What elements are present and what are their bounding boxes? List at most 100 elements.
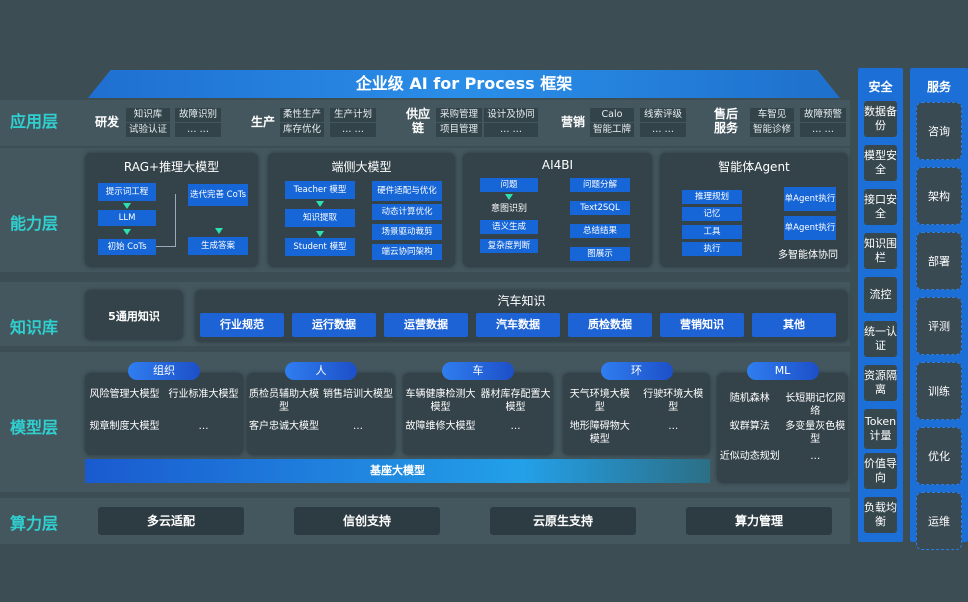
security-item: 资源隔离	[864, 365, 897, 401]
model-item: 蚁群算法	[729, 421, 770, 432]
compute-item: 云原生支持	[490, 507, 636, 535]
bi-summary: 总结结果	[570, 224, 630, 238]
app-item: 智能诊修	[750, 123, 794, 137]
service-item: 部署	[916, 232, 962, 290]
security-item: 知识围栏	[864, 233, 897, 269]
security-item: 模型安全	[864, 145, 897, 181]
app-item: 知识库	[126, 108, 170, 122]
bi-decompose: 问题分解	[570, 178, 630, 192]
layer-label-knowledge: 知识库	[10, 318, 59, 337]
arrow-down-icon	[123, 229, 131, 235]
model-item: …	[810, 451, 821, 462]
service-item: 咨询	[916, 102, 962, 160]
app-item: 故障识别	[175, 108, 221, 122]
app-item: 库存优化	[280, 123, 324, 137]
model-item: 地形障碍物大模型	[569, 421, 630, 445]
layer-label-model: 模型层	[10, 418, 59, 437]
services-title: 服务	[926, 80, 951, 94]
app-item: 智能工牌	[590, 123, 634, 137]
model-item: 风险管理大模型	[89, 389, 160, 400]
app-item: 采购管理	[436, 108, 482, 122]
app-item: … …	[800, 123, 846, 137]
services-column: 服务 咨询 架构 部署 评测 训练 优化 运维	[910, 68, 968, 550]
edge-teacher: Teacher 模型	[285, 181, 355, 199]
connector-line	[156, 246, 176, 247]
base-model-bar: 基座大模型	[85, 459, 710, 483]
security-item: 负载均衡	[864, 497, 897, 533]
agent-plan: 推理规划	[682, 190, 742, 204]
app-item: 试验认证	[126, 123, 170, 137]
model-group-0: 组织	[128, 362, 200, 380]
rag-answer: 生成答案	[188, 237, 248, 255]
model-item: 行驶环境大模型	[643, 389, 704, 413]
arrow-down-icon	[316, 231, 324, 237]
agent-single-1: 单Agent执行	[784, 187, 836, 211]
rag-initial-cots: 初始 CoTs	[98, 239, 156, 255]
model-item: 近似动态规划	[719, 451, 780, 462]
app-group-0: 研发	[94, 115, 119, 129]
edge-student: Student 模型	[285, 238, 355, 256]
app-group-4: 售后服务	[713, 107, 738, 135]
edge-prune: 场景驱动裁剪	[372, 224, 442, 240]
compute-item: 多云适配	[98, 507, 244, 535]
security-item: 价值导向	[864, 453, 897, 489]
app-item: … …	[175, 123, 221, 137]
app-item: 生产计划	[330, 108, 376, 122]
model-item: …	[198, 421, 209, 432]
model-group-1: 人	[285, 362, 357, 380]
edge-model-panel: 端侧大模型 Teacher 模型 知识提取 Student 模型 硬件适配与优化…	[268, 153, 455, 267]
general-knowledge: 5通用知识	[85, 290, 183, 340]
app-item: Calo	[590, 108, 634, 122]
agent-title: 智能体Agent	[718, 160, 790, 174]
app-item: 车智见	[750, 108, 794, 122]
edge-distill: 知识提取	[285, 209, 355, 227]
rag-prompt: 提示词工程	[98, 183, 156, 201]
bi-complexity: 复杂度判断	[480, 239, 538, 253]
app-group-2: 供应链	[405, 107, 430, 135]
model-item: 随机森林	[729, 393, 770, 404]
bi-semantic: 语义生成	[480, 220, 538, 234]
model-item: 质检员辅助大模型	[249, 389, 319, 413]
app-item: … …	[330, 123, 376, 137]
model-item: 多变量灰色模型	[785, 421, 846, 445]
knowledge-item: 质检数据	[568, 313, 652, 337]
security-column: 安全 数据备份 模型安全 接口安全 知识围栏 流控 统一认证 资源隔离 Token计量 价值导向…	[858, 68, 903, 542]
model-item: 客户忠诚大模型	[249, 421, 319, 432]
model-group-panel	[717, 373, 848, 483]
rag-title: RAG+推理大模型	[123, 160, 220, 174]
knowledge-item: 运营数据	[384, 313, 468, 337]
agent-memory: 记忆	[682, 207, 742, 221]
layer-label-compute: 算力层	[10, 514, 59, 533]
knowledge-item: 汽车数据	[476, 313, 560, 337]
model-group-4: ML	[746, 362, 819, 380]
rag-panel: RAG+推理大模型 提示词工程 LLM 初始 CoTs 迭代完善 CoTs 生成…	[85, 153, 258, 267]
app-group-3: 营销	[560, 115, 585, 129]
model-item: 销售培训大模型	[323, 389, 393, 400]
arrow-down-icon	[505, 194, 513, 200]
app-item: 柔性生产	[280, 108, 324, 122]
auto-knowledge-title: 汽车知识	[497, 294, 546, 308]
arrow-down-icon	[123, 203, 131, 209]
model-item: 长短期记忆网络	[785, 393, 846, 417]
model-group-panel	[403, 373, 553, 455]
model-item: 行业标准大模型	[168, 389, 239, 400]
security-title: 安全	[868, 80, 893, 94]
arrow-down-icon	[215, 228, 223, 234]
model-item: 天气环境大模型	[569, 389, 630, 413]
general-knowledge-label: 5通用知识	[108, 310, 160, 323]
bi-question: 问题	[480, 178, 538, 192]
rag-llm: LLM	[98, 210, 156, 226]
model-item: 器材库存配置大模型	[480, 389, 551, 413]
edge-title: 端侧大模型	[331, 160, 392, 174]
service-item: 优化	[916, 427, 962, 485]
ai4bi-panel: AI4BI 问题 意图识别 语义生成 复杂度判断 问题分解 Text2SQL 总…	[463, 153, 652, 267]
service-item: 训练	[916, 362, 962, 420]
model-group-3: 环	[600, 362, 673, 380]
knowledge-item: 营销知识	[660, 313, 744, 337]
app-item: 线索评级	[640, 108, 686, 122]
layer-label-app: 应用层	[10, 112, 59, 131]
rag-iterate-cots: 迭代完善 CoTs	[188, 184, 248, 206]
service-item: 运维	[916, 492, 962, 550]
model-group-panel	[247, 373, 395, 455]
security-item: 接口安全	[864, 189, 897, 225]
